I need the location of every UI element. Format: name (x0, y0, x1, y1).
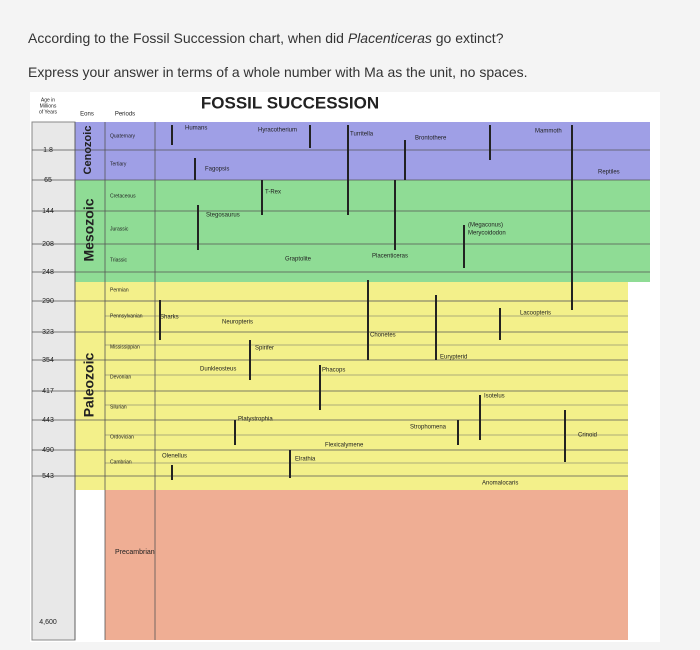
paleozoic-band (155, 282, 628, 490)
fossil-label: Platystrophia (238, 417, 273, 423)
fossil-label: Merycoidodon (468, 231, 506, 237)
fossil-label: Brontothere (415, 136, 447, 142)
question-line: According to the Fossil Succession chart… (28, 30, 503, 46)
period-cell (105, 490, 155, 640)
eons-header: Eons (80, 112, 94, 118)
fossil-label: Flexicalymene (325, 443, 364, 449)
fossil-label: Eurypterid (440, 355, 467, 361)
age-header: of Years (39, 109, 58, 115)
fossil-label: Reptiles (598, 170, 620, 176)
fossil-label: Olenellus (162, 454, 187, 460)
fossil-label: Stegosaurus (206, 213, 240, 219)
question-text: According to the Fossil Succession chart… (28, 30, 348, 46)
mesozoic-band (155, 180, 650, 282)
eon-label: Mesozoic (81, 198, 97, 261)
eon-label: Paleozoic (81, 353, 97, 418)
fossil-label: Humans (185, 126, 207, 132)
period-label: Cambrian (110, 459, 132, 465)
eon-label: Cenozoic (82, 126, 94, 175)
fossil-label: Elrathia (295, 457, 316, 463)
period-label: Ordovician (110, 434, 134, 440)
fossil-label: Neuropteris (222, 320, 253, 326)
fossil-label: Crinoid (578, 433, 597, 439)
fossil-label: Graptolite (285, 257, 312, 263)
period-cell (105, 282, 155, 490)
fossil-label: Turritella (350, 132, 374, 138)
precambrian-band (155, 490, 628, 640)
age-header: Millions (40, 103, 57, 109)
period-label: Quaternary (110, 133, 136, 139)
eon-cell (75, 122, 105, 180)
fossil-label: Sharks (160, 315, 179, 321)
period-label: Pennsylvanian (110, 313, 143, 319)
period-label: Tertiary (110, 161, 127, 167)
fossil-label: Anomalocaris (482, 481, 518, 487)
age-label: 417 (42, 388, 54, 395)
fossil-label: Hyracotherium (258, 128, 297, 134)
fossil-label: Placenticeras (372, 254, 408, 260)
age-label: 290 (42, 298, 54, 305)
age-column (31, 121, 76, 641)
age-label: 65 (44, 177, 52, 184)
fossil-label: Phacops (322, 368, 345, 374)
period-label: Silurian (110, 404, 127, 410)
chart-title: FOSSIL SUCCESSION (201, 93, 379, 112)
age-label: 248 (42, 269, 54, 276)
fossil-label: Mammoth (535, 129, 562, 135)
question-line: Express your answer in terms of a whole … (28, 64, 528, 80)
question-italic: Placenticeras (347, 30, 432, 46)
eon-cell (75, 180, 105, 282)
period-label: Cretaceous (110, 193, 136, 199)
age-label: 490 (42, 447, 54, 454)
age-label: 1.8 (43, 147, 53, 154)
age-label: 443 (42, 417, 54, 424)
period-label: Devonian (110, 374, 131, 380)
age-label: 323 (42, 329, 54, 336)
age-label: 208 (42, 241, 54, 248)
fossil-label: Isotelus (484, 394, 505, 400)
age-label: 4,600 (39, 619, 57, 626)
fossil-label: (Megaconus) (468, 223, 503, 229)
fossil-label: Strophomena (410, 425, 447, 431)
period-label: Jurassic (110, 226, 129, 232)
period-cell (105, 122, 155, 180)
period-label: Mississippian (110, 344, 140, 350)
fossil-label: Lacoopteris (520, 311, 551, 317)
question-text: go extinct? (431, 30, 504, 46)
age-header: Age in (41, 97, 55, 103)
age-label: 144 (42, 208, 54, 215)
period-label: Triassic (110, 257, 128, 263)
age-label: 354 (42, 357, 54, 364)
fossil-label: Dunkleosteus (200, 367, 236, 373)
fossil-label: Chonetes (370, 333, 396, 339)
period-label: Precambrian (115, 549, 155, 556)
fossil-label: Spirifer (255, 346, 274, 352)
periods-header: Periods (115, 112, 135, 118)
cenozoic-band (155, 122, 650, 180)
fossil-label: Fagopsis (205, 167, 229, 173)
period-label: Permian (110, 287, 129, 293)
age-label: 543 (42, 473, 54, 480)
eon-cell (75, 282, 105, 490)
fossil-label: T-Rex (265, 190, 281, 196)
period-cell (105, 180, 155, 282)
